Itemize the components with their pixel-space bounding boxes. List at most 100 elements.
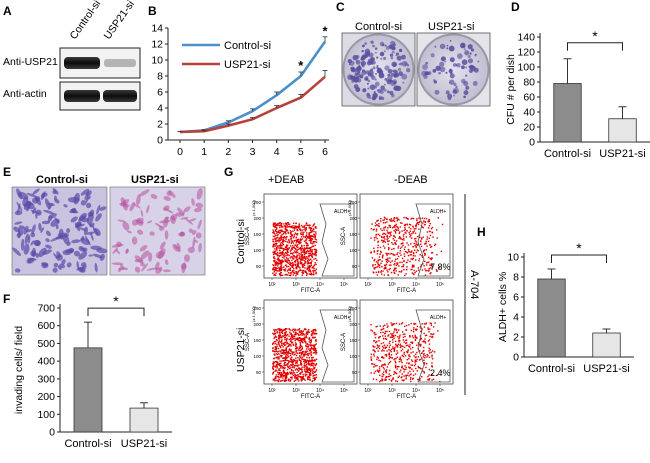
flow-event: [274, 238, 276, 240]
flow-event: [306, 257, 309, 259]
flow-event: [310, 339, 313, 341]
flow-event: [307, 262, 309, 264]
flow-event: [283, 342, 286, 344]
flow-event: [289, 263, 292, 266]
cell: [117, 219, 126, 223]
cell: [155, 250, 165, 259]
flow-event: [297, 260, 299, 263]
flow-event: [278, 358, 280, 360]
flow-event: [416, 235, 419, 238]
flow-event: [303, 244, 305, 247]
flow-event: [295, 242, 297, 244]
flow-event: [392, 253, 394, 256]
flow-event: [427, 221, 430, 223]
flow-event: [296, 266, 298, 268]
flow-event: [414, 249, 416, 251]
flow-event: [311, 364, 313, 367]
flow-event: [383, 274, 385, 276]
flow-event: [398, 365, 400, 368]
colony: [469, 52, 472, 55]
colony: [444, 60, 447, 63]
cell: [154, 222, 163, 229]
flow-event: [278, 343, 280, 345]
flow-event: [286, 274, 289, 276]
flow-event: [395, 329, 398, 332]
flow-event: [292, 261, 294, 264]
flow-x-tick-label: 10⁴: [412, 388, 420, 394]
panel-g-letter: G: [224, 165, 233, 179]
flow-event: [305, 365, 307, 368]
flow-event: [298, 252, 300, 255]
flow-event: [274, 224, 276, 226]
flow-event: [376, 250, 379, 252]
flow-event: [378, 337, 380, 339]
flow-event: [297, 248, 300, 250]
flow-event: [311, 273, 313, 275]
flow-event: [373, 340, 375, 342]
cell: [178, 232, 185, 237]
flow-event: [399, 358, 402, 360]
flow-event: [313, 332, 316, 334]
flow-event: [300, 337, 302, 340]
colony: [390, 56, 394, 60]
flow-event: [402, 368, 405, 370]
flow-event: [417, 342, 420, 344]
flow-event: [389, 344, 391, 346]
flow-event: [384, 378, 386, 380]
colony: [376, 66, 379, 70]
flow-event: [312, 372, 314, 375]
flow-event: [385, 263, 388, 266]
flow-event: [315, 272, 317, 275]
colony: [380, 57, 383, 60]
flow-event: [427, 327, 429, 329]
flow-event: [293, 234, 295, 236]
flow-event: [292, 331, 295, 333]
y-tick-label: 300: [37, 373, 55, 385]
flow-event: [280, 265, 283, 267]
flow-event: [295, 236, 298, 239]
flow-event: [405, 251, 408, 253]
flow-event: [275, 228, 278, 230]
flow-event: [283, 369, 285, 371]
flow-event: [418, 260, 420, 262]
flow-event: [307, 236, 310, 239]
flow-event: [382, 245, 385, 247]
flow-event: [277, 239, 279, 242]
cell: [63, 204, 68, 208]
flow-event: [296, 371, 298, 374]
flow-event: [281, 367, 284, 369]
flow-event: [305, 242, 308, 244]
flow-event: [293, 246, 295, 248]
flow-event: [309, 250, 311, 252]
flow-event: [398, 270, 401, 273]
colony: [363, 52, 369, 59]
flow-event: [315, 268, 318, 270]
flow-event: [397, 255, 400, 258]
flow-event: [416, 358, 418, 361]
cell: [30, 210, 40, 215]
flow-event: [287, 251, 289, 253]
flow-event: [376, 325, 378, 328]
flow-event: [425, 264, 428, 266]
cell: [95, 213, 102, 222]
flow-event: [284, 270, 286, 272]
flow-event: [381, 365, 383, 368]
flow-event: [300, 253, 302, 255]
flow-event: [421, 323, 423, 325]
cell: [73, 250, 81, 257]
bar: [608, 118, 637, 143]
flow-event: [398, 360, 401, 363]
flow-event: [309, 270, 311, 273]
bar: [592, 332, 621, 358]
flow-event: [373, 237, 376, 239]
flow-event: [400, 345, 402, 348]
flow-event: [304, 336, 306, 338]
flow-event: [285, 230, 288, 232]
flow-event: [283, 257, 285, 259]
flow-event: [383, 219, 386, 221]
flow-event: [376, 370, 379, 372]
flow-event: [411, 360, 414, 363]
